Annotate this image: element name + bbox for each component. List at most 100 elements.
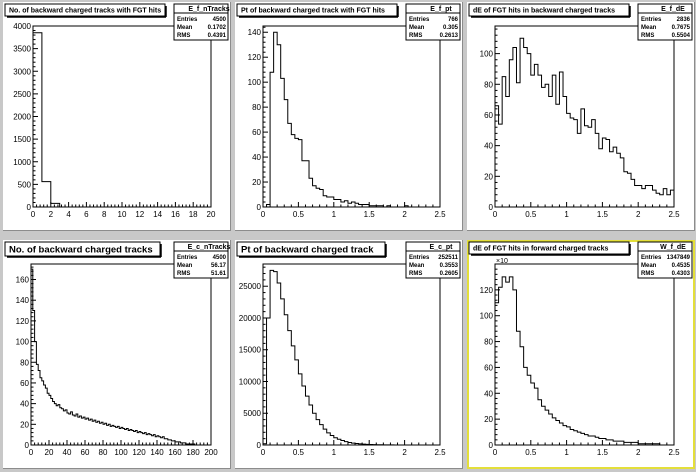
histogram-bin	[656, 193, 660, 207]
y-tick-label: 80	[484, 80, 493, 89]
histogram-bin	[60, 408, 62, 445]
histogram-bin	[559, 423, 563, 445]
y-axis-multiplier: ×10	[496, 258, 508, 265]
y-tick-label: 60	[484, 111, 493, 120]
stats-value-entries: 4500	[213, 17, 227, 23]
y-tick-label: 60	[20, 379, 29, 388]
histogram-bin	[78, 417, 80, 445]
histogram-bin	[642, 444, 646, 445]
histogram-bin	[320, 425, 324, 445]
histogram-bin	[613, 147, 617, 207]
y-tick-label: 20	[484, 172, 493, 181]
histogram-bin	[599, 149, 603, 207]
stats-histogram-name: W_f_dE	[660, 244, 686, 251]
histogram-bin	[570, 118, 574, 207]
stats-label-mean: Mean	[177, 263, 193, 269]
x-tick-label: 1.5	[597, 210, 609, 219]
histogram-bin	[369, 206, 373, 207]
histogram-bin	[116, 427, 118, 445]
y-tick-label: 140	[248, 28, 262, 37]
x-tick-label: 16	[171, 210, 180, 219]
x-tick-label: 100	[114, 448, 128, 457]
stats-value-mean: 0.305	[443, 25, 459, 31]
histogram-bin	[42, 182, 51, 207]
y-tick-label: 1500	[13, 135, 31, 144]
y-tick-label: 80	[252, 103, 261, 112]
histogram-bin	[653, 190, 657, 207]
stats-value-rms: 0.4303	[672, 271, 691, 277]
histogram-bin	[520, 347, 524, 445]
histogram-bin	[506, 97, 510, 207]
title-box	[4, 3, 166, 17]
x-tick-label: 1	[564, 448, 569, 457]
histogram-bin	[63, 411, 65, 445]
histogram-bin	[31, 269, 33, 445]
histogram-pad-W_f_dE[interactable]: 0 0.5 1 1.5 2 2.5 0 20 40 60 80 100 120 ×10 dE of FGT …	[467, 240, 695, 469]
stats-label-mean: Mean	[409, 25, 425, 31]
histogram-bin	[606, 440, 610, 445]
x-tick-label: 1	[332, 448, 337, 457]
histogram-bin	[667, 195, 671, 207]
x-tick-label: 0	[261, 210, 266, 219]
histogram-bin	[72, 415, 74, 445]
histogram-bin	[362, 444, 366, 445]
histogram-bin	[516, 331, 520, 445]
plot-frame	[32, 25, 212, 208]
histogram-bin	[366, 444, 370, 445]
y-tick-label: 120	[16, 317, 30, 326]
histogram-bin	[602, 439, 606, 445]
histogram-bin	[581, 109, 585, 207]
stats-label-entries: Entries	[641, 17, 662, 23]
stats-box	[637, 241, 693, 279]
histogram-bin	[40, 378, 42, 445]
y-tick-label: 60	[252, 128, 261, 137]
stats-label-entries: Entries	[409, 255, 430, 261]
histogram-bin	[327, 433, 331, 445]
x-tick-label: 0	[261, 448, 266, 457]
stats-box	[173, 3, 229, 41]
y-tick-label: 1000	[13, 158, 31, 167]
histogram-bin	[291, 135, 295, 207]
histogram-pad-E_f_dE[interactable]: 0 0.5 1 1.5 2 2.5 0 20 40 60 80 100 dE of FGT hits i…	[467, 2, 695, 231]
histogram-bin	[337, 439, 341, 445]
histogram-bin	[362, 205, 366, 207]
chart-title: No. of backward charged tracks with FGT …	[9, 8, 161, 15]
histogram-bin	[281, 78, 285, 207]
histogram-bin	[316, 188, 320, 207]
stats-label-entries: Entries	[641, 255, 662, 261]
x-tick-label: 0.5	[525, 210, 537, 219]
histogram-bin	[344, 201, 348, 207]
stats-box	[173, 241, 229, 279]
y-tick-label: 20000	[239, 314, 262, 323]
histogram-line	[32, 32, 211, 208]
x-tick-label: 160	[168, 448, 182, 457]
histogram-bin	[80, 416, 82, 445]
histogram-bin	[110, 426, 112, 445]
histogram-bin	[606, 140, 610, 207]
histogram-bin	[513, 47, 517, 207]
y-tick-label: 4000	[13, 22, 31, 31]
histogram-bin	[506, 282, 510, 445]
histogram-bin	[105, 423, 107, 445]
stats-label-mean: Mean	[409, 263, 425, 269]
histogram-bin	[631, 442, 635, 445]
histogram-bin	[387, 206, 391, 207]
histogram-line	[30, 268, 211, 446]
histogram-pad-E_f_pt[interactable]: 0 0.5 1 1.5 2 2.5 0 20 40 60 80 100 120 140 Pt of back…	[235, 2, 463, 231]
x-tick-label: 1	[564, 210, 569, 219]
histogram-bin	[567, 113, 571, 207]
histogram-bin	[323, 196, 327, 207]
stats-value-entries: 252511	[438, 255, 458, 261]
x-tick-label: 4	[66, 210, 71, 219]
histogram-pad-E_c_nTracks[interactable]: 0 20 40 60 80 100 120 140 160 180 200 0 20 40 60 80 100 1…	[3, 240, 231, 469]
x-tick-label: 2	[636, 210, 641, 219]
histogram-pad-E_c_pt[interactable]: 0 0.5 1 1.5 2 2.5 0 5000 10000 15000 20000 25000 Pt …	[235, 240, 463, 469]
histogram-bin	[330, 197, 334, 207]
histogram-bin	[556, 420, 560, 445]
histogram-pad-E_f_nTracks[interactable]: 0 2 4 6 8 10 12 14 16 18 20 0 500 1000 1500 2000 2500 300…	[3, 2, 231, 231]
stats-label-rms: RMS	[177, 33, 190, 39]
histogram-bin	[542, 406, 546, 445]
histogram-bin	[660, 195, 664, 207]
chart-title: dE of FGT hits in forward charged tracks	[473, 246, 608, 253]
y-tick-label: 60	[484, 363, 493, 372]
